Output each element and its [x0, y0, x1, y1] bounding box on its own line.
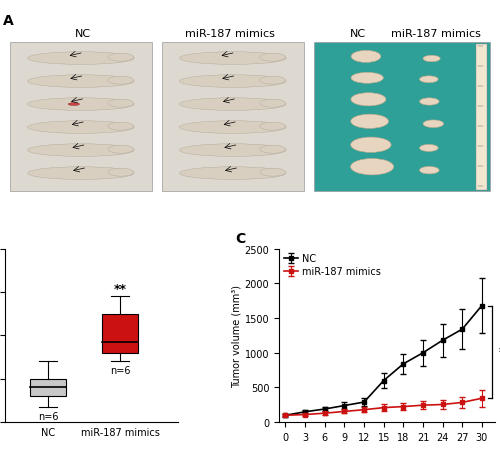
- Ellipse shape: [180, 145, 286, 157]
- Ellipse shape: [108, 77, 134, 85]
- Bar: [476, 45, 486, 190]
- Ellipse shape: [260, 54, 285, 62]
- Y-axis label: Tumor volume (mm³): Tumor volume (mm³): [232, 284, 241, 387]
- Ellipse shape: [351, 73, 384, 84]
- Ellipse shape: [180, 122, 286, 134]
- Ellipse shape: [351, 115, 389, 129]
- Ellipse shape: [260, 100, 285, 108]
- Ellipse shape: [350, 138, 391, 153]
- Legend: NC, miR-187 mimics: NC, miR-187 mimics: [284, 254, 381, 277]
- Ellipse shape: [180, 76, 286, 88]
- Ellipse shape: [420, 77, 438, 84]
- Text: n=6: n=6: [110, 365, 130, 375]
- Ellipse shape: [423, 121, 444, 128]
- Ellipse shape: [180, 99, 286, 111]
- Ellipse shape: [260, 77, 285, 85]
- Bar: [102, 314, 138, 353]
- Ellipse shape: [351, 94, 386, 106]
- Ellipse shape: [180, 53, 286, 65]
- Ellipse shape: [351, 51, 381, 63]
- Ellipse shape: [28, 145, 134, 157]
- Bar: [162, 43, 304, 192]
- Text: miR-187 mimics: miR-187 mimics: [186, 29, 276, 39]
- Ellipse shape: [28, 99, 134, 111]
- Ellipse shape: [423, 56, 440, 62]
- Text: C: C: [236, 231, 246, 246]
- Ellipse shape: [108, 123, 134, 131]
- Ellipse shape: [28, 168, 134, 180]
- Ellipse shape: [28, 76, 134, 88]
- Ellipse shape: [420, 167, 439, 174]
- Text: NC: NC: [76, 29, 92, 39]
- Text: **: **: [498, 346, 500, 358]
- Ellipse shape: [28, 53, 134, 65]
- Ellipse shape: [260, 169, 285, 177]
- Text: NC: NC: [350, 29, 366, 39]
- Ellipse shape: [420, 99, 439, 106]
- Ellipse shape: [350, 159, 394, 175]
- Ellipse shape: [108, 54, 134, 62]
- Ellipse shape: [108, 169, 134, 177]
- Ellipse shape: [180, 168, 286, 180]
- Ellipse shape: [28, 122, 134, 134]
- Ellipse shape: [260, 123, 285, 131]
- Ellipse shape: [108, 100, 134, 108]
- Ellipse shape: [420, 145, 438, 152]
- Ellipse shape: [108, 146, 134, 154]
- Ellipse shape: [260, 146, 285, 154]
- Text: A: A: [2, 14, 14, 28]
- Text: n=6: n=6: [38, 411, 58, 421]
- Ellipse shape: [68, 103, 80, 106]
- Bar: [314, 43, 490, 192]
- Text: miR-187 mimics: miR-187 mimics: [392, 29, 481, 39]
- Bar: [30, 379, 66, 396]
- Text: **: **: [114, 283, 126, 296]
- Bar: [10, 43, 152, 192]
